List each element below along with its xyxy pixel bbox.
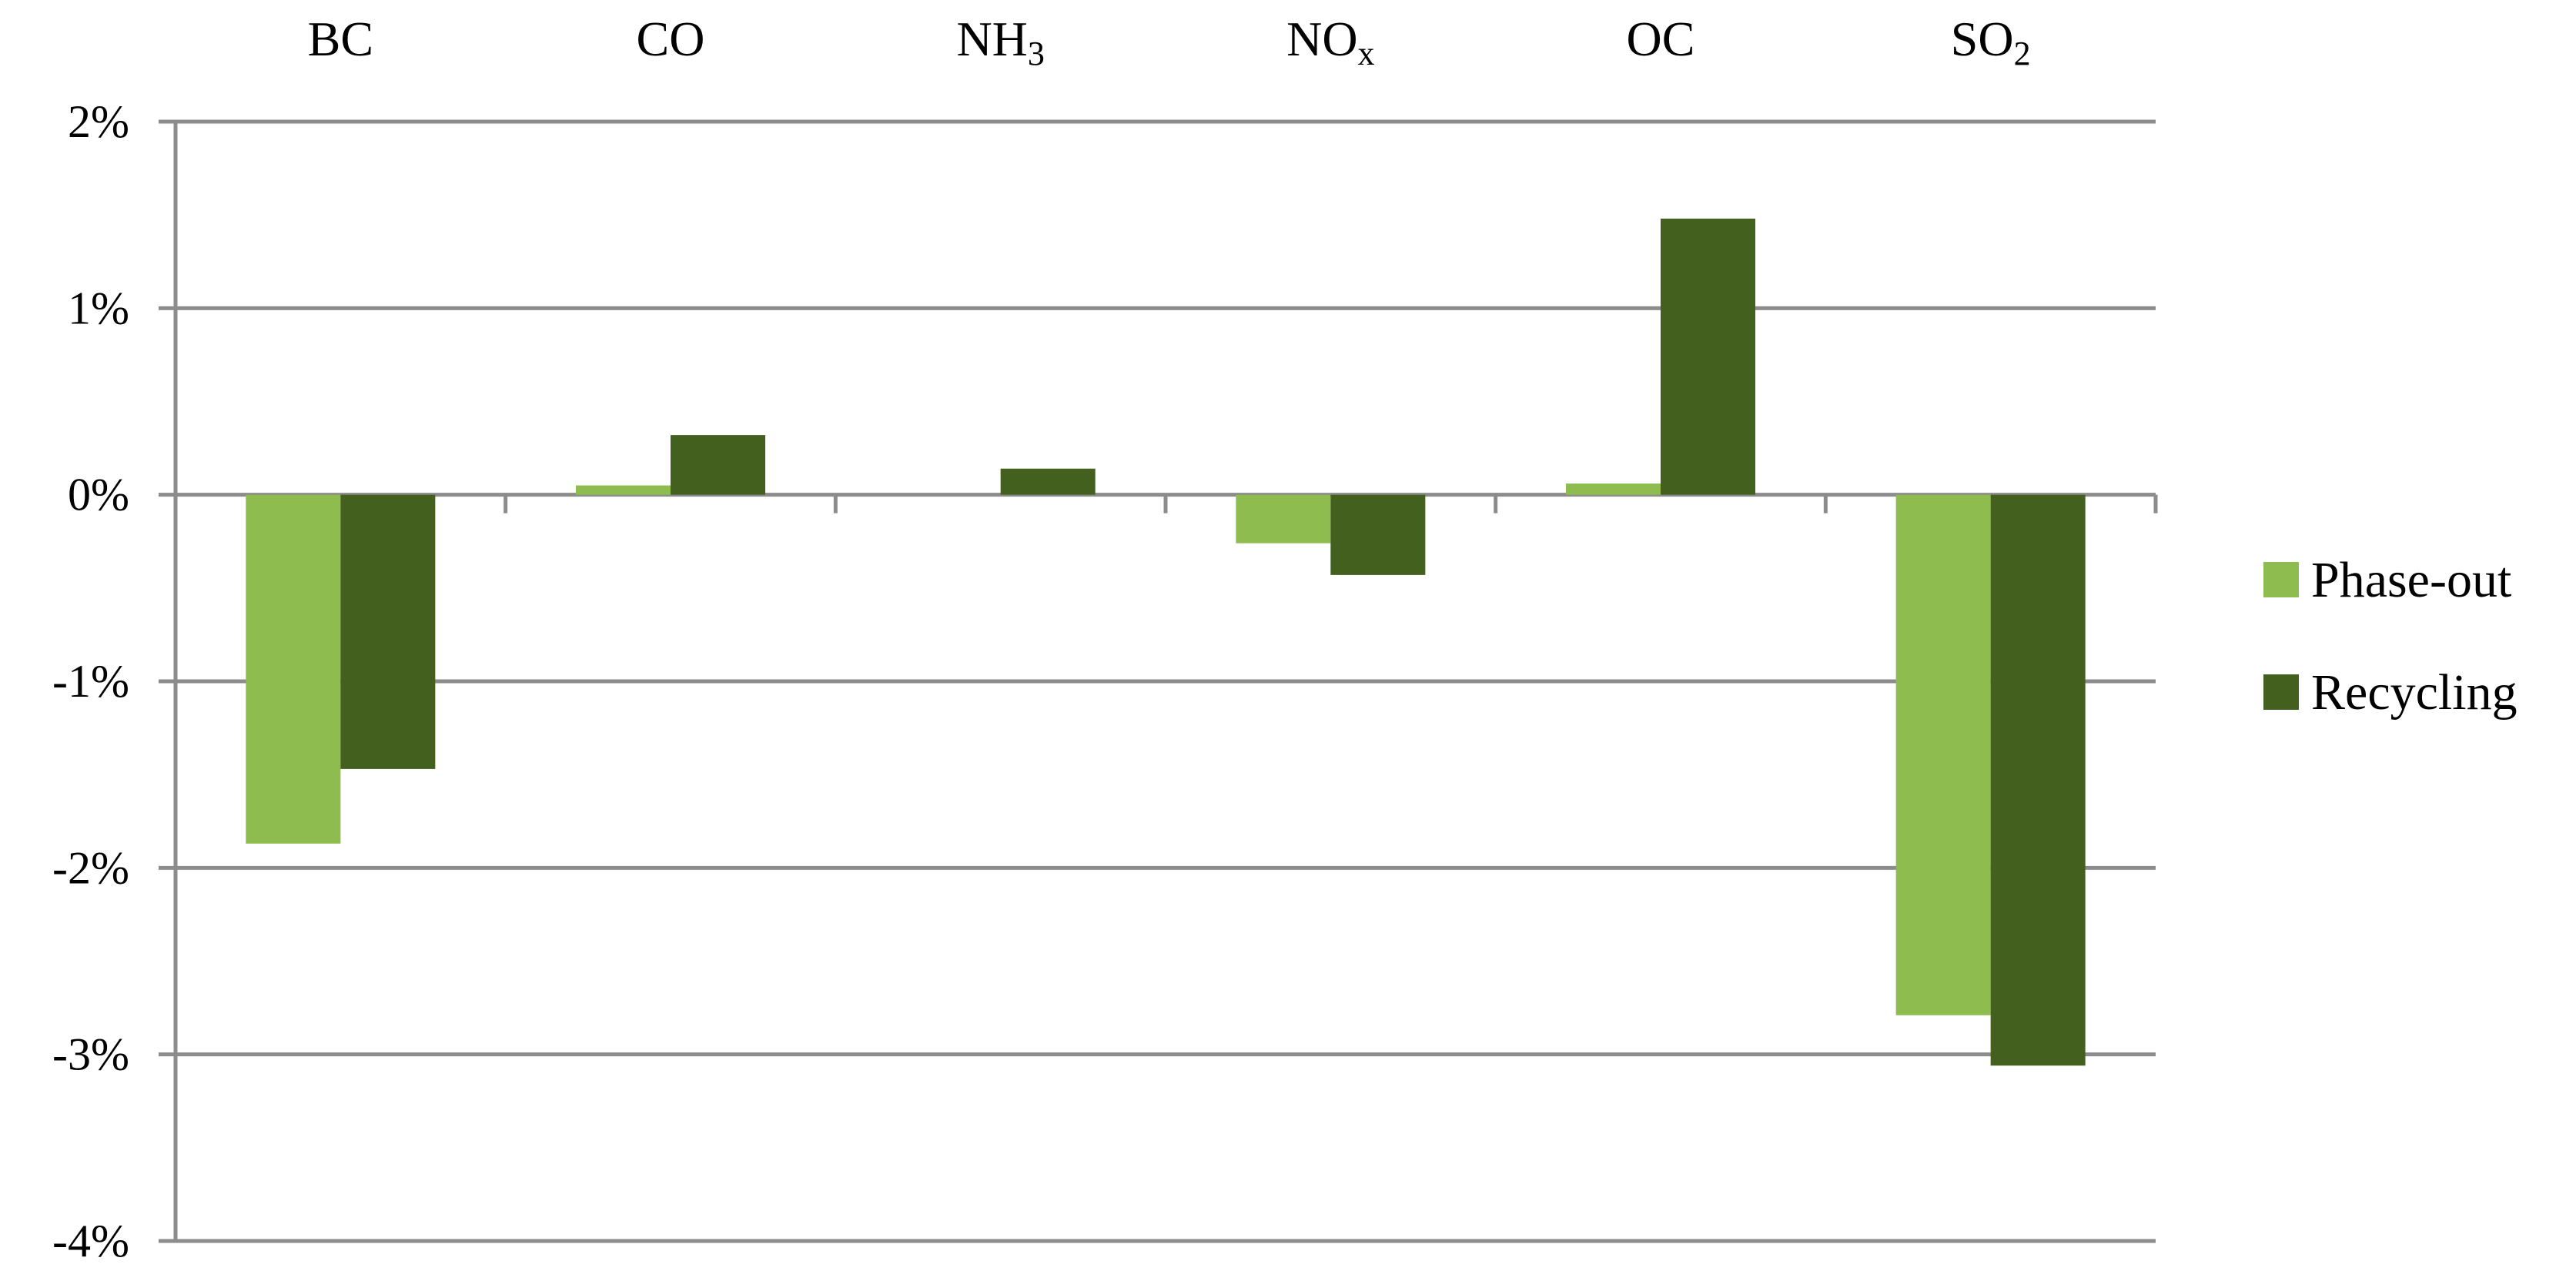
y-tick-label: -1%: [52, 656, 129, 707]
bar-recycling-so2: [1990, 494, 2086, 1066]
y-tick-label: -2%: [52, 842, 129, 893]
bar-phase-out-co: [576, 485, 671, 495]
y-tick-label: -3%: [52, 1029, 129, 1080]
gridlines: [176, 119, 2156, 1243]
legend-swatch: [2263, 562, 2299, 597]
axes: [159, 119, 2158, 1243]
category-label: NOx: [1286, 12, 1374, 72]
category-label: CO: [637, 12, 705, 66]
bar-recycling-bc: [340, 494, 436, 769]
category-label: NH3: [956, 12, 1044, 72]
category-label: BC: [308, 12, 373, 66]
y-tick-label: 2%: [68, 96, 129, 147]
y-axis-tick-labels: 2% 1% 0% -1% -2% -3% -4%: [52, 96, 129, 1266]
bar-recycling-nh3: [1000, 468, 1096, 495]
legend: Phase-out Recycling: [2263, 552, 2517, 721]
y-tick-label: -4%: [52, 1216, 129, 1266]
y-tick-label: 0%: [68, 470, 129, 520]
bar-phase-out-so2: [1895, 494, 1991, 1015]
category-label: OC: [1627, 12, 1695, 66]
bar-phase-out-bc: [246, 494, 341, 844]
bar-recycling-nox: [1330, 494, 1426, 575]
bar-recycling-oc: [1661, 219, 1755, 495]
bar-phase-out-nox: [1236, 494, 1331, 544]
bar-recycling-co: [671, 435, 765, 495]
bars: [246, 219, 2086, 1066]
y-tick-label: 1%: [68, 283, 129, 333]
legend-label: Recycling: [2311, 664, 2517, 721]
legend-swatch: [2263, 674, 2299, 710]
category-labels: BC CO NH3 NOx OC SO2: [308, 12, 2031, 72]
category-label: SO2: [1951, 12, 2031, 72]
bar-phase-out-oc: [1566, 483, 1661, 495]
legend-label: Phase-out: [2311, 552, 2511, 608]
